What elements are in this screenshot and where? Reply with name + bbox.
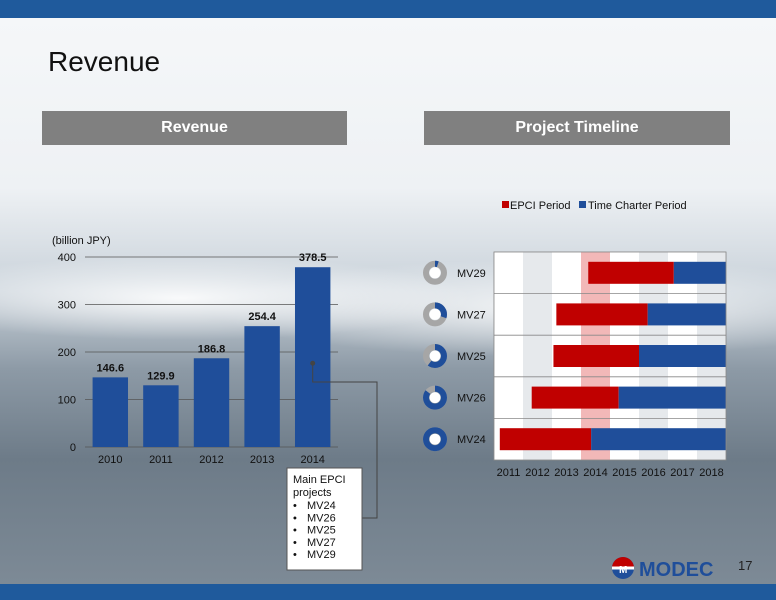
annotation-item: MV27 xyxy=(307,537,336,549)
progress-donut-hole xyxy=(429,267,441,279)
annotation-bullet: • xyxy=(293,537,297,549)
annotation-item: MV25 xyxy=(307,525,336,537)
timeline-panel-header: Project Timeline xyxy=(424,111,730,145)
x-tick-label: 2014 xyxy=(300,454,324,466)
legend-swatch-epci xyxy=(502,201,509,208)
revenue-panel-header: Revenue xyxy=(42,111,347,145)
y-tick-label: 400 xyxy=(58,252,76,264)
charter-bar xyxy=(647,303,726,326)
project-label: MV27 xyxy=(457,309,486,321)
annotation-box xyxy=(286,467,363,571)
page-number: 17 xyxy=(738,558,753,573)
x-tick-label: 2016 xyxy=(641,467,665,479)
annotation-title-cont: projects xyxy=(293,487,332,499)
charter-bar xyxy=(618,386,726,409)
progress-donut-hole xyxy=(429,433,441,445)
charter-bar xyxy=(639,345,726,367)
x-tick-label: 2015 xyxy=(612,467,636,479)
project-label: MV24 xyxy=(457,434,486,446)
epci-bar xyxy=(531,386,619,409)
bar-value-label: 186.8 xyxy=(198,343,226,355)
x-tick-label: 2011 xyxy=(497,467,521,479)
annotation-bullet: • xyxy=(293,525,297,537)
y-tick-label: 300 xyxy=(58,300,76,312)
progress-donut-hole xyxy=(429,350,441,362)
annotation-connector xyxy=(312,363,378,519)
annotation-item: MV26 xyxy=(307,512,336,524)
x-tick-label: 2013 xyxy=(250,454,274,466)
bar-value-label: 146.6 xyxy=(97,362,125,374)
bar xyxy=(294,267,331,447)
y-axis-label: (billion JPY) xyxy=(52,235,111,247)
page-title: Revenue xyxy=(48,46,161,77)
progress-donut-fill xyxy=(423,344,447,368)
x-tick-label: 2014 xyxy=(583,467,607,479)
epci-bar xyxy=(588,261,674,284)
annotation-item: MV29 xyxy=(307,549,336,561)
progress-donut-hole xyxy=(429,308,441,320)
charter-bar xyxy=(673,261,726,284)
svg-text:M: M xyxy=(619,565,627,576)
legend-label-epci: EPCI Period xyxy=(510,200,571,212)
progress-donut-fill xyxy=(423,260,447,285)
bar xyxy=(92,377,129,447)
epci-bar xyxy=(556,303,648,326)
bar xyxy=(143,385,179,447)
x-tick-label: 2012 xyxy=(525,467,549,479)
legend-swatch-charter xyxy=(579,201,586,208)
y-tick-label: 100 xyxy=(58,395,76,407)
x-tick-label: 2013 xyxy=(554,467,578,479)
charter-bar xyxy=(591,428,726,451)
year-column xyxy=(494,252,523,460)
project-label: MV25 xyxy=(457,351,486,363)
annotation-item: MV24 xyxy=(307,500,336,512)
progress-donut-fill xyxy=(423,427,447,452)
bar xyxy=(193,358,230,447)
x-tick-label: 2011 xyxy=(149,454,173,466)
bar-value-label: 254.4 xyxy=(248,311,276,323)
annotation-bullet: • xyxy=(293,549,297,561)
legend-label-charter: Time Charter Period xyxy=(588,200,687,212)
svg-text:MODEC: MODEC xyxy=(639,559,713,580)
annotation-bullet: • xyxy=(293,500,297,512)
x-tick-label: 2010 xyxy=(98,454,122,466)
progress-donut-fill xyxy=(423,385,447,410)
epci-bar xyxy=(553,345,639,367)
bottom-band xyxy=(0,584,776,600)
bar xyxy=(244,326,280,447)
year-column xyxy=(523,252,552,460)
annotation-bullet: • xyxy=(293,512,297,524)
project-label: MV29 xyxy=(457,268,486,280)
timeline-border xyxy=(493,251,727,461)
bar-value-label: 129.9 xyxy=(147,370,175,382)
x-tick-label: 2012 xyxy=(199,454,223,466)
progress-donut-fill xyxy=(423,302,447,327)
project-label: MV26 xyxy=(457,393,486,405)
progress-donut-hole xyxy=(429,392,441,404)
annotation-title: Main EPCI xyxy=(293,474,346,486)
x-tick-label: 2018 xyxy=(699,467,723,479)
y-tick-label: 200 xyxy=(58,347,76,359)
x-tick-label: 2017 xyxy=(670,467,694,479)
top-band xyxy=(0,0,776,18)
y-tick-label: 0 xyxy=(70,442,76,454)
bar-value-label: 378.5 xyxy=(299,252,327,264)
epci-bar xyxy=(499,428,592,451)
